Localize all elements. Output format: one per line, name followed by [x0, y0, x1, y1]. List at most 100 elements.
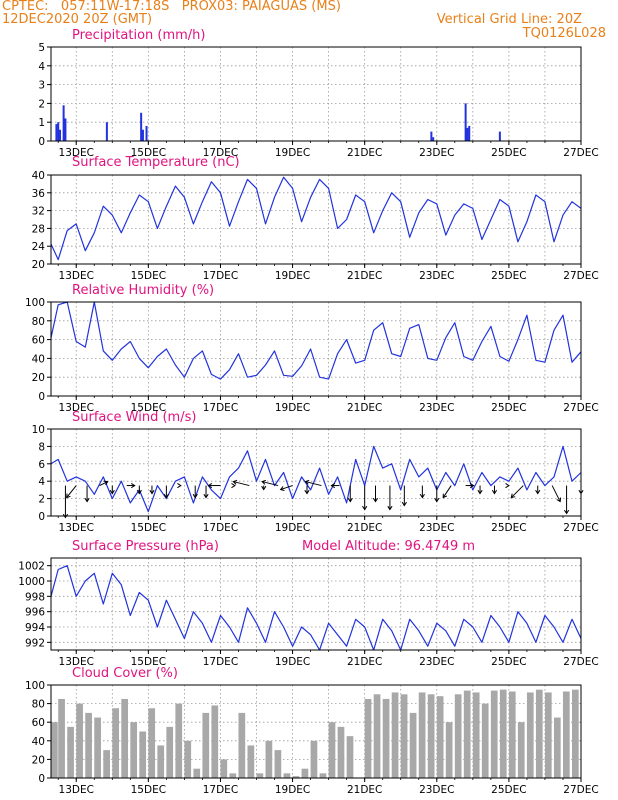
precip-xtick-label: 23DEC	[419, 147, 454, 159]
cloud-xtick-label: 19DEC	[275, 784, 310, 796]
wind-vector-shaft	[305, 481, 322, 487]
precip-xtick-label: 13DEC	[59, 147, 94, 159]
cloud-bar	[463, 690, 471, 778]
cloud-xtick-label: 15DEC	[131, 784, 166, 796]
rh-xtick-label: 17DEC	[203, 402, 238, 414]
wind-ytick-label: 6	[38, 459, 45, 471]
precip-bar	[430, 131, 433, 141]
pres-xtick-label: 25DEC	[491, 656, 526, 668]
wind-vector-head	[442, 493, 448, 499]
rh-ytick-label: 0	[38, 391, 45, 403]
cloud-bar	[535, 689, 543, 778]
pres-ytick-label: 994	[25, 622, 45, 634]
wind-vector-shaft	[233, 481, 250, 487]
temp-xtick-label: 19DEC	[275, 270, 310, 282]
wind-vector-shaft	[510, 485, 524, 498]
pres-xtick-label: 19DEC	[275, 656, 310, 668]
wind-vector-head	[231, 482, 236, 489]
temp-ytick-label: 36	[32, 188, 46, 200]
wind-vector-head	[177, 482, 182, 489]
cloud-bar	[166, 726, 174, 778]
cloud-ytick-label: 80	[32, 699, 45, 711]
precip-xtick-label: 21DEC	[347, 147, 382, 159]
cloud-bar	[544, 692, 552, 778]
precip-bar	[432, 137, 435, 141]
header-datetime: 12DEC2020 20Z (GMT)	[2, 12, 153, 27]
cloud-bar	[283, 773, 291, 778]
wind-vector-head	[84, 497, 90, 503]
wind-vector-head	[149, 489, 155, 495]
wind-ytick-label: 0	[38, 511, 45, 523]
cloud-bar	[67, 726, 74, 778]
wind-title: Surface Wind (m/s)	[72, 410, 197, 425]
wind-xtick-label: 17DEC	[203, 522, 238, 534]
cloud-bar	[193, 768, 201, 778]
cloud-bar	[229, 773, 237, 778]
wind-vector-head	[362, 505, 368, 511]
wind-vector-head	[401, 501, 407, 507]
pres-ytick-label: 1002	[18, 561, 45, 573]
cloud-ytick-label: 40	[32, 736, 45, 748]
cloud-xtick-label: 21DEC	[347, 784, 382, 796]
wind-vector-shaft	[66, 485, 77, 498]
wind-vector-head	[330, 482, 336, 489]
cloud-bar	[157, 745, 165, 778]
precip-bar	[498, 131, 501, 141]
wind-vector-head	[203, 493, 209, 499]
temp-xtick-label: 15DEC	[131, 270, 166, 282]
rh-series-line	[50, 301, 582, 380]
temp-xtick-label: 17DEC	[203, 270, 238, 282]
precip-plot-bg	[51, 47, 581, 141]
precip-bar	[466, 127, 469, 141]
cloud-bar	[400, 694, 408, 778]
temp-xtick-label: 25DEC	[491, 270, 526, 282]
pres-ytick-label: 996	[25, 607, 45, 619]
pres-title: Surface Pressure (hPa)	[72, 539, 219, 554]
temp-frame	[50, 174, 582, 265]
header-grid-note: Vertical Grid Line: 20Z	[436, 12, 582, 27]
precip-bar	[105, 122, 108, 141]
wind-vector-head	[563, 509, 570, 515]
cloud-bar	[427, 694, 435, 778]
wind-plot-bg	[51, 429, 581, 516]
cloud-xtick-label: 27DEC	[563, 784, 598, 796]
wind-vector-shaft	[262, 481, 279, 487]
pres-series-line	[50, 565, 582, 651]
temp-xtick-label: 27DEC	[563, 270, 598, 282]
pres-plot-bg	[51, 558, 581, 650]
wind-vector-head	[419, 493, 425, 499]
precip-xtick-label: 15DEC	[131, 147, 166, 159]
cloud-bar	[499, 689, 507, 778]
wind-vector-shaft	[442, 485, 452, 498]
wind-vector-shaft	[99, 481, 108, 486]
cloud-bar	[562, 691, 570, 778]
header-code: TQ0126L028	[522, 26, 606, 41]
cloud-bar	[301, 768, 309, 778]
cloud-title: Cloud Cover (%)	[72, 666, 178, 681]
precip-ytick-label: 4	[38, 61, 45, 73]
temp-plot-bg	[51, 175, 581, 264]
wind-vector-head	[304, 489, 310, 495]
pres-xtick-label: 13DEC	[59, 656, 94, 668]
cloud-bar	[472, 692, 480, 778]
precip-bar	[141, 129, 144, 141]
wind-ytick-label: 10	[32, 424, 45, 436]
temp-xtick-label: 13DEC	[59, 270, 94, 282]
cloud-bar	[526, 692, 534, 778]
wind-vector-shaft	[280, 485, 293, 491]
precip-ytick-label: 3	[38, 80, 45, 92]
wind-vector-head	[62, 513, 69, 519]
temp-ytick-label: 24	[32, 241, 46, 253]
wind-vector-head	[505, 482, 510, 489]
cloud-bar	[274, 750, 282, 778]
cloud-bar	[364, 698, 372, 778]
precip-bar	[464, 103, 467, 141]
cloud-bar	[490, 690, 498, 778]
cloud-ytick-label: 60	[32, 717, 45, 729]
header-station: CPTEC: 057:11W-17:18S PROX03: PAIAGUAS (…	[2, 0, 341, 14]
cloud-bar	[436, 696, 444, 778]
wind-vector-head	[491, 489, 498, 495]
precip-xtick-label: 25DEC	[491, 147, 526, 159]
cloud-bar	[265, 740, 273, 778]
wind-xtick-label: 27DEC	[563, 522, 598, 534]
